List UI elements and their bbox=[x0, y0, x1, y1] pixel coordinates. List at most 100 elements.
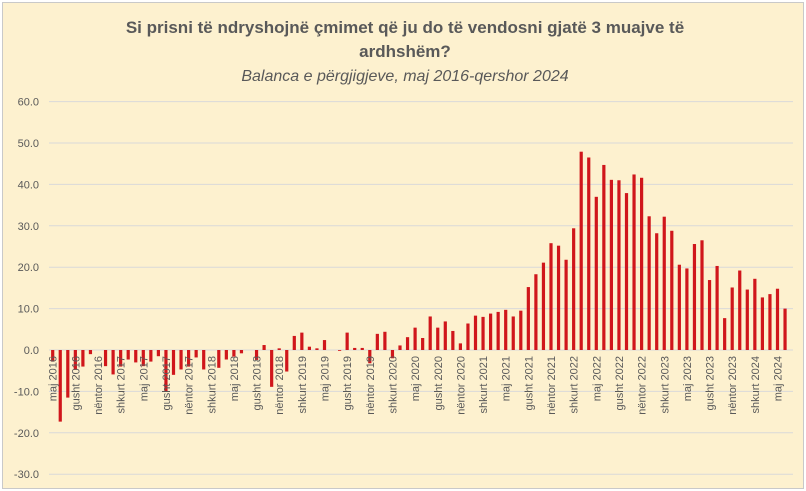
bar bbox=[360, 347, 364, 350]
x-tick-label: gusht 2021 bbox=[523, 356, 535, 410]
bar bbox=[632, 174, 636, 350]
bar bbox=[662, 216, 666, 350]
x-tick-label: gusht 2020 bbox=[433, 356, 445, 410]
x-tick-label: gusht 2022 bbox=[614, 356, 626, 410]
bar bbox=[602, 164, 606, 350]
x-tick-label: nëntor 2018 bbox=[274, 356, 286, 415]
bar bbox=[609, 179, 613, 350]
y-tick-label: 60.0 bbox=[18, 97, 39, 109]
x-tick-label: shkurt 2024 bbox=[750, 356, 762, 413]
x-tick-label: gusht 2018 bbox=[252, 356, 264, 410]
bar bbox=[587, 157, 591, 350]
bar bbox=[171, 350, 176, 375]
bar bbox=[723, 318, 727, 350]
bar bbox=[511, 316, 515, 350]
bar bbox=[338, 350, 342, 351]
x-tick-label: nëntor 2023 bbox=[727, 356, 739, 415]
x-tick-label: maj 2022 bbox=[591, 356, 603, 401]
bar bbox=[715, 265, 719, 350]
bar bbox=[58, 350, 62, 422]
bar bbox=[239, 350, 244, 354]
bar bbox=[481, 316, 485, 350]
x-tick-label: nëntor 2022 bbox=[637, 356, 649, 415]
x-tick-label: shkurt 2019 bbox=[297, 356, 309, 413]
bar bbox=[81, 350, 85, 367]
bar bbox=[775, 288, 780, 350]
bar bbox=[760, 297, 764, 350]
bar bbox=[134, 350, 138, 363]
bar bbox=[549, 243, 553, 350]
bar bbox=[179, 350, 183, 370]
bar bbox=[285, 350, 289, 372]
bar bbox=[647, 216, 651, 350]
bar bbox=[254, 350, 259, 360]
bar bbox=[164, 350, 168, 392]
x-tick-label: gusht 2019 bbox=[342, 356, 354, 410]
bar bbox=[353, 347, 357, 350]
bar bbox=[421, 337, 425, 350]
y-tick-label: -20.0 bbox=[14, 428, 39, 440]
bar bbox=[111, 350, 115, 375]
bar bbox=[685, 268, 689, 350]
x-tick-label: maj 2017 bbox=[138, 356, 150, 401]
x-tick-label: maj 2023 bbox=[682, 356, 694, 401]
bar bbox=[655, 233, 659, 350]
bar bbox=[156, 350, 160, 357]
bar bbox=[277, 348, 281, 350]
bar bbox=[224, 350, 228, 360]
bar bbox=[51, 350, 55, 362]
x-tick-label: maj 2018 bbox=[229, 356, 241, 401]
bar bbox=[738, 270, 742, 350]
x-tick-label: maj 2016 bbox=[48, 356, 60, 401]
bar bbox=[451, 330, 455, 350]
bar bbox=[375, 333, 379, 350]
x-tick-label: shkurt 2021 bbox=[478, 356, 490, 413]
bar bbox=[745, 289, 749, 350]
bar bbox=[187, 350, 191, 367]
x-tick-label: maj 2020 bbox=[410, 356, 422, 401]
bar bbox=[368, 350, 372, 364]
bar bbox=[322, 340, 327, 350]
x-tick-label: shkurt 2017 bbox=[116, 356, 128, 413]
bar bbox=[466, 323, 470, 350]
x-tick-label: nëntor 2016 bbox=[93, 356, 105, 415]
bar bbox=[640, 177, 644, 350]
bar bbox=[307, 346, 311, 350]
bar bbox=[194, 350, 198, 358]
bar bbox=[579, 151, 583, 350]
bar bbox=[496, 311, 500, 350]
x-tick-label: nëntor 2019 bbox=[365, 356, 377, 415]
x-tick-label: maj 2019 bbox=[320, 356, 332, 401]
bar bbox=[126, 350, 130, 360]
y-tick-label: 20.0 bbox=[18, 262, 39, 274]
x-tick-label: gusht 2017 bbox=[161, 356, 173, 410]
bar bbox=[436, 327, 440, 350]
bar bbox=[700, 240, 704, 350]
bar bbox=[489, 313, 493, 350]
y-tick-label: 30.0 bbox=[18, 221, 39, 233]
bar bbox=[594, 196, 598, 350]
x-tick-label: shkurt 2023 bbox=[659, 356, 671, 413]
bar bbox=[677, 264, 681, 350]
bar bbox=[534, 274, 538, 350]
bar bbox=[443, 321, 447, 350]
bar bbox=[217, 350, 221, 368]
bar bbox=[405, 337, 410, 350]
bar bbox=[300, 332, 304, 350]
bar bbox=[390, 350, 395, 359]
bar bbox=[345, 332, 349, 350]
bar bbox=[315, 348, 319, 350]
x-tick-label: gusht 2016 bbox=[70, 356, 82, 410]
bar bbox=[617, 180, 621, 350]
bar bbox=[262, 345, 266, 350]
bar bbox=[398, 345, 402, 350]
bar bbox=[707, 280, 712, 350]
bar bbox=[232, 350, 236, 357]
bar bbox=[103, 350, 108, 367]
bar bbox=[149, 350, 153, 362]
bar bbox=[73, 350, 77, 370]
y-tick-label: 40.0 bbox=[18, 179, 39, 191]
bar bbox=[383, 331, 387, 350]
bar bbox=[66, 350, 70, 398]
